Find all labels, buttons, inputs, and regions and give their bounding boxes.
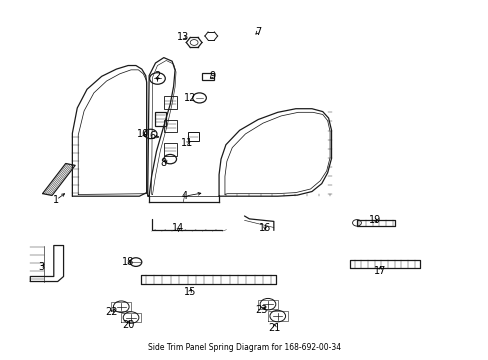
Text: 23: 23 [255,305,267,315]
Text: 3: 3 [39,262,44,272]
Text: 14: 14 [172,222,184,233]
Text: 1: 1 [53,195,59,205]
Text: 21: 21 [268,323,281,333]
Text: 6: 6 [149,131,155,141]
Text: 16: 16 [258,222,271,233]
Text: 22: 22 [105,307,118,318]
Text: 2: 2 [154,71,160,81]
Text: 10: 10 [136,129,149,139]
Text: 19: 19 [368,215,381,225]
Text: 11: 11 [180,138,193,148]
Text: 20: 20 [122,320,134,330]
Text: 18: 18 [122,257,134,267]
Text: 9: 9 [209,71,215,81]
Text: 8: 8 [161,158,166,168]
Text: 13: 13 [177,32,189,42]
Text: 4: 4 [182,191,187,201]
Text: 15: 15 [183,287,196,297]
Text: 17: 17 [373,266,386,276]
Text: Side Trim Panel Spring Diagram for 168-692-00-34: Side Trim Panel Spring Diagram for 168-6… [148,343,340,352]
Text: 12: 12 [183,93,196,103]
Text: 7: 7 [255,27,261,37]
